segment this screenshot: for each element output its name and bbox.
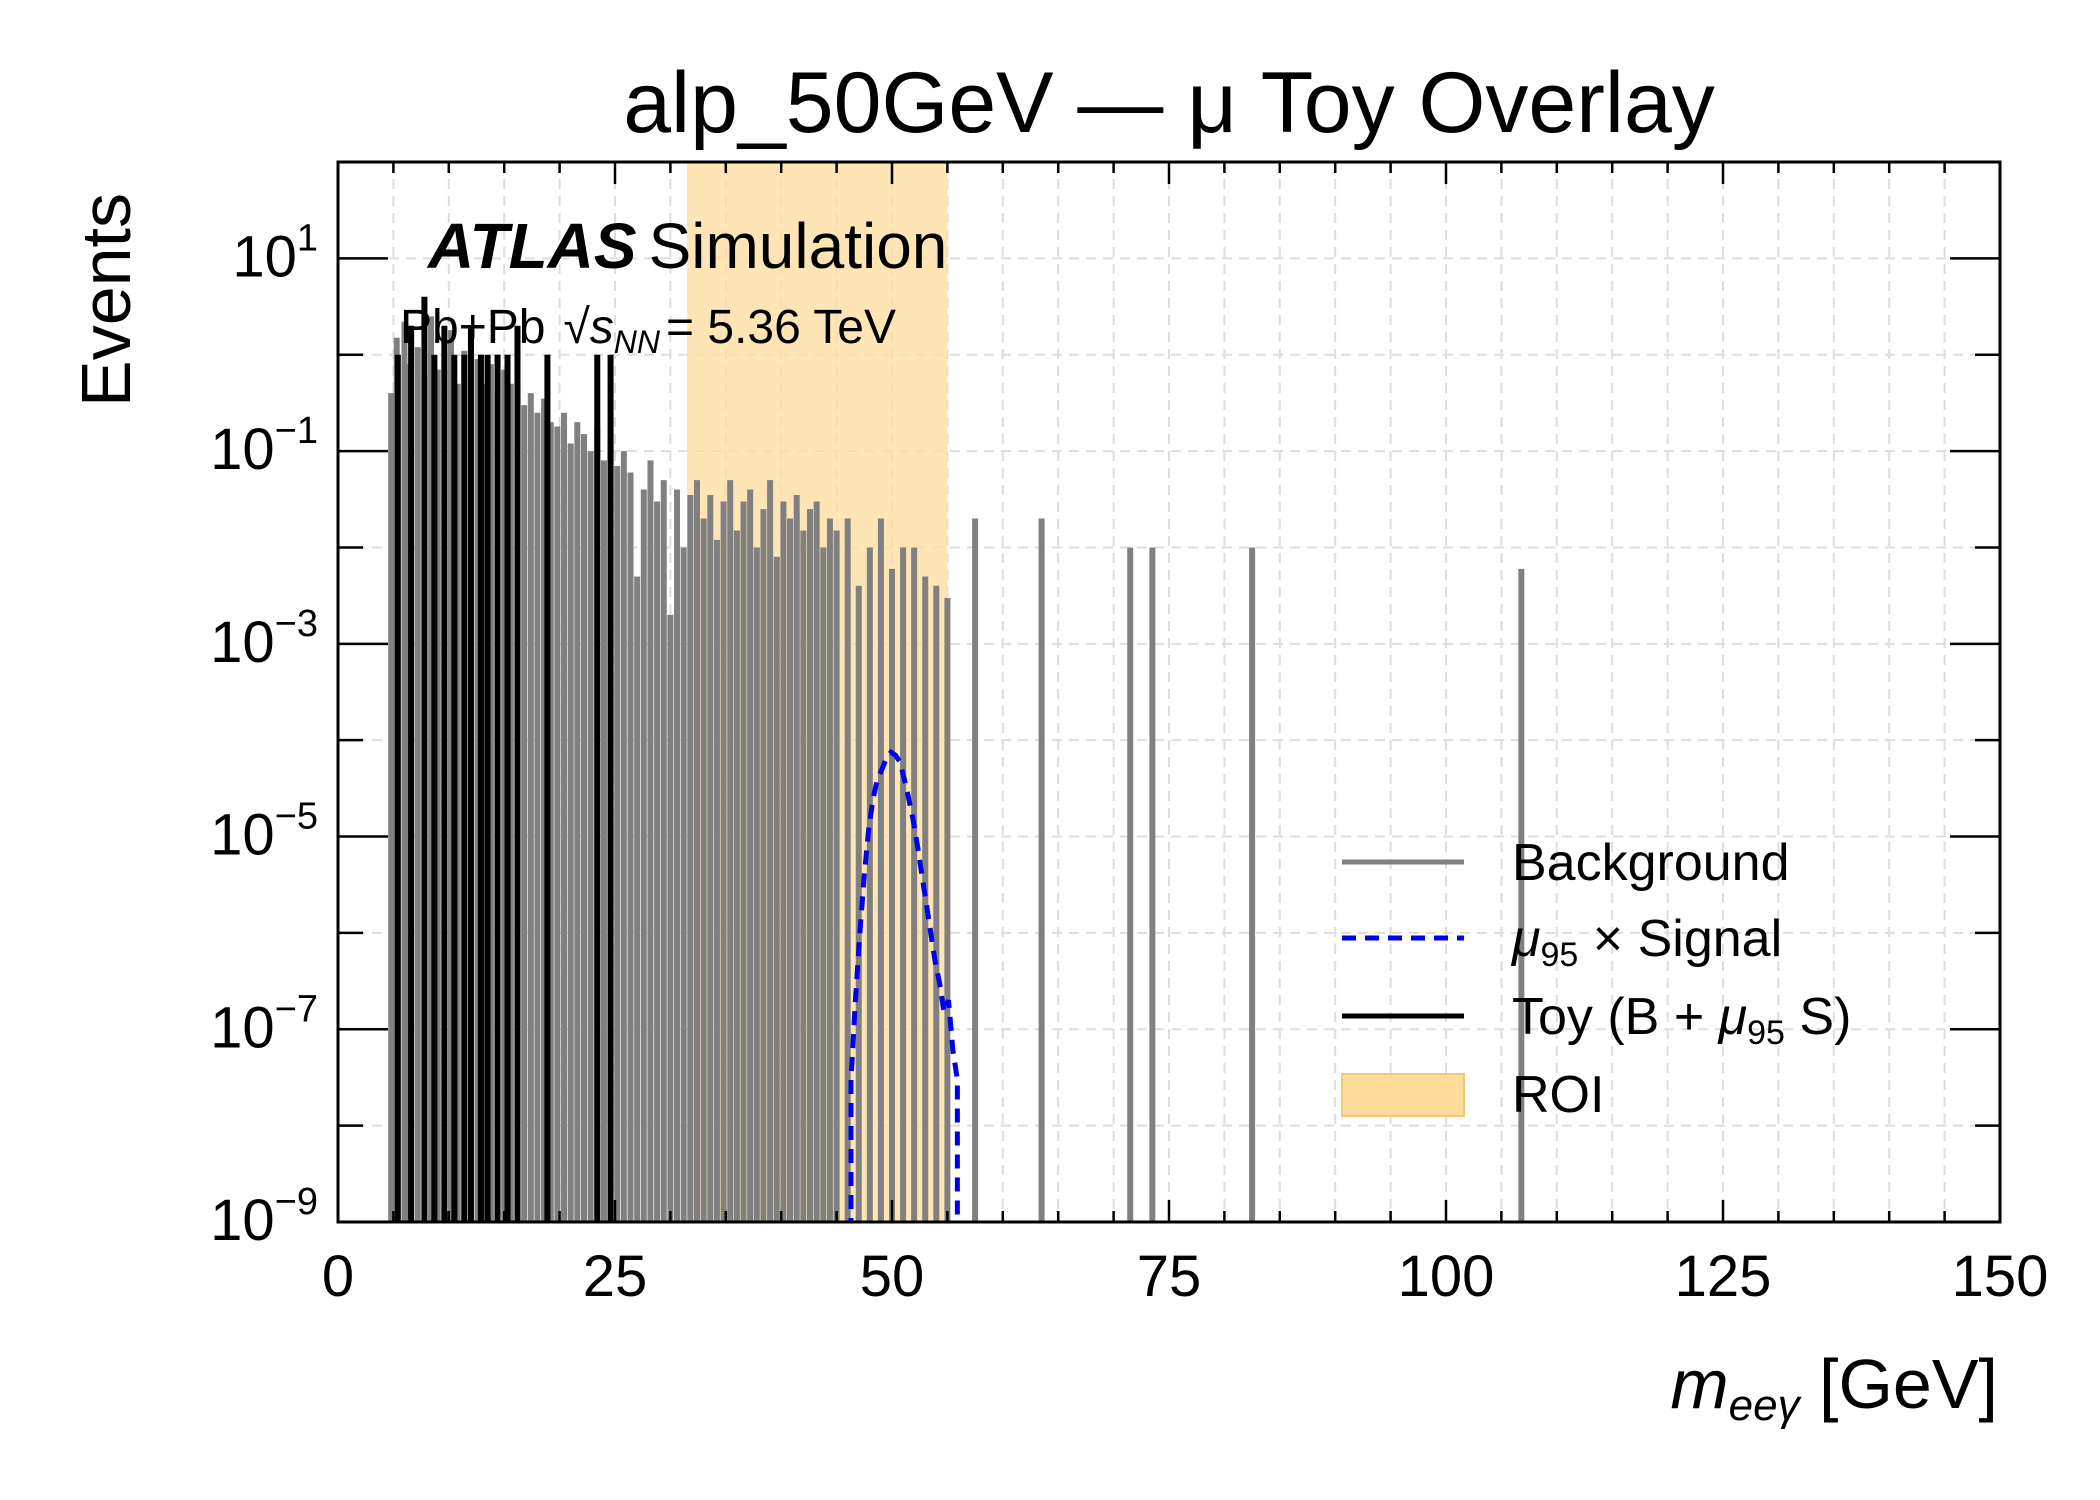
legend-swatch-roi	[1341, 1073, 1465, 1117]
atlas-experiment: ATLAS	[426, 210, 637, 282]
x-tick-labels: 0 25 50 75 100 125 150	[322, 1244, 2049, 1309]
atlas-simulation: Simulation	[649, 210, 948, 282]
y-tick-label: 10−3	[210, 603, 318, 675]
y-axis-label: Events	[67, 193, 145, 407]
legend: Background μ95 × Signal Toy (B + μ95 S) …	[1341, 834, 1851, 1124]
x-axis-label: meeγ [GeV]	[1670, 1345, 1998, 1430]
y-tick-label: 10−1	[210, 410, 318, 482]
y-tick-label: 10−7	[210, 988, 318, 1060]
y-tick-label: 10−5	[210, 796, 318, 868]
signal-series	[848, 748, 960, 1222]
svg-text:Pb+Pb√sNN= 5.36 TeV: Pb+Pb √sNN = 5.36 TeV	[400, 301, 896, 360]
x-tick-label: 150	[1952, 1244, 2049, 1309]
legend-label-signal: μ95 × Signal	[1510, 910, 1782, 974]
legend-label-background: Background	[1512, 834, 1790, 892]
x-tick-label: 125	[1675, 1244, 1772, 1309]
chart-title: alp_50GeV — μ Toy Overlay	[623, 55, 1715, 151]
axis-ticks	[336, 160, 2002, 1224]
legend-label-roi: ROI	[1512, 1066, 1604, 1124]
toy-series	[394, 296, 614, 1222]
x-tick-label: 100	[1398, 1244, 1495, 1309]
x-tick-label: 0	[322, 1244, 354, 1309]
legend-label-toy: Toy (B + μ95 S)	[1512, 988, 1851, 1052]
collision-system: Pb+Pb	[400, 301, 545, 354]
y-tick-labels: 101 10−1 10−3 10−5 10−7 10−9	[210, 217, 318, 1253]
atlas-label: ATLAS Simulation Pb+Pb √sNN = 5.36 TeV	[400, 210, 947, 360]
x-tick-label: 75	[1137, 1244, 1202, 1309]
y-tick-label: 10−9	[210, 1181, 318, 1253]
x-tick-label: 50	[860, 1244, 925, 1309]
plot-area	[388, 162, 1525, 1222]
x-tick-label: 25	[583, 1244, 648, 1309]
y-tick-label: 101	[232, 217, 318, 289]
collision-energy: = 5.36 TeV	[666, 301, 896, 354]
